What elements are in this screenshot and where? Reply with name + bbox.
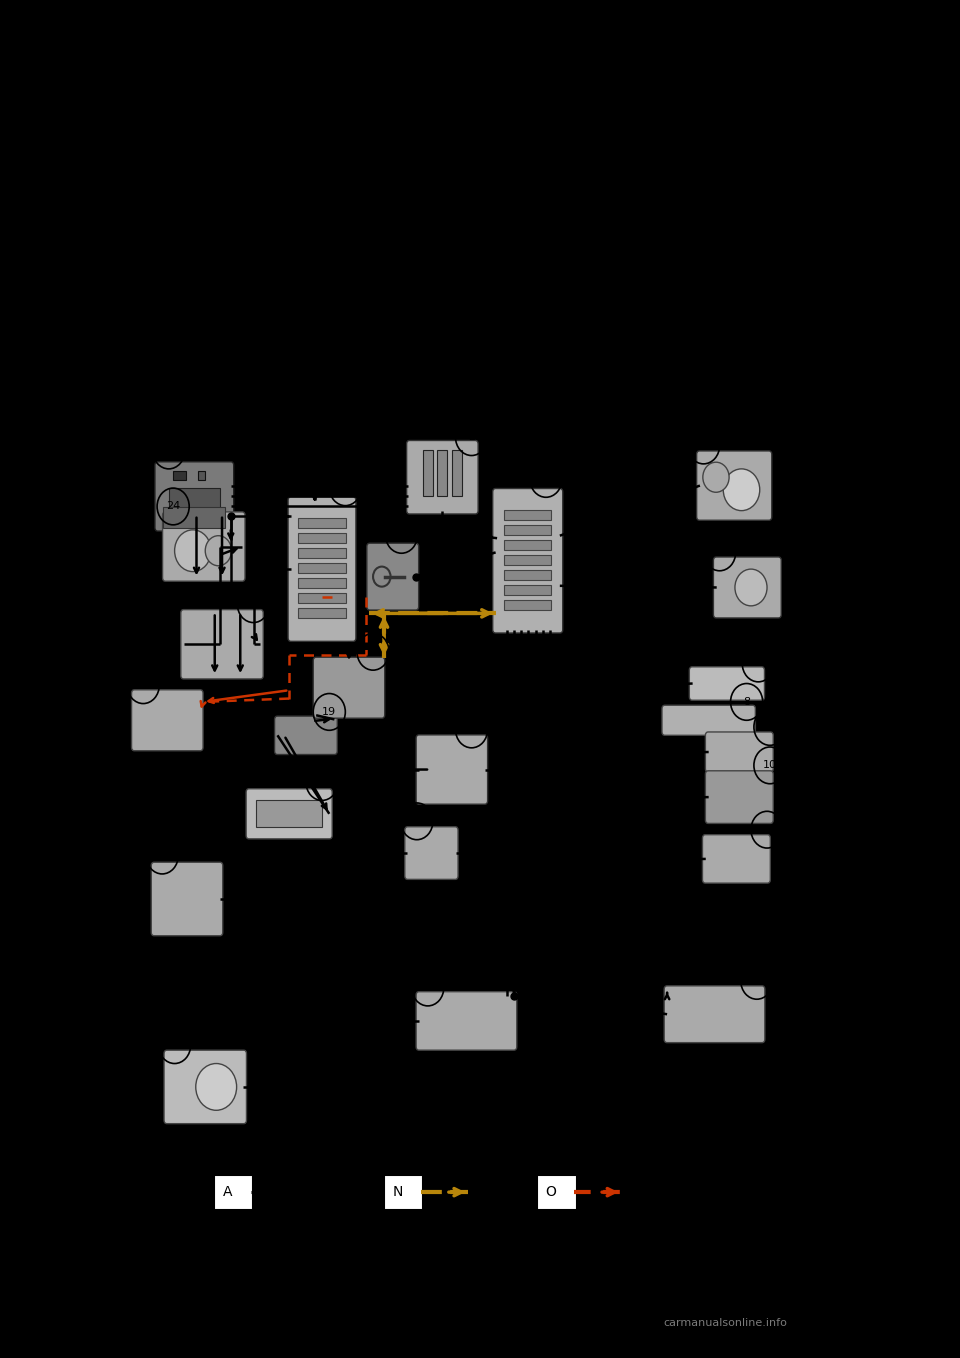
Text: 14: 14	[168, 1040, 181, 1050]
Circle shape	[703, 462, 729, 492]
Text: 15: 15	[156, 850, 169, 861]
FancyBboxPatch shape	[246, 789, 332, 839]
FancyBboxPatch shape	[384, 1175, 423, 1210]
FancyBboxPatch shape	[706, 771, 773, 823]
Text: 20: 20	[136, 680, 151, 690]
Circle shape	[723, 469, 759, 511]
Bar	[452, 449, 462, 496]
Circle shape	[175, 530, 211, 572]
Bar	[504, 600, 551, 610]
FancyBboxPatch shape	[703, 835, 770, 883]
Text: 9: 9	[766, 722, 774, 732]
Bar	[299, 519, 346, 528]
FancyBboxPatch shape	[662, 705, 756, 735]
Text: 2: 2	[468, 432, 475, 443]
FancyBboxPatch shape	[162, 512, 245, 581]
Bar	[173, 471, 186, 479]
Text: 11: 11	[760, 824, 774, 835]
FancyBboxPatch shape	[132, 690, 204, 751]
Text: 22: 22	[247, 599, 260, 610]
Bar	[256, 800, 322, 827]
Text: E93871: E93871	[147, 1191, 186, 1202]
Bar	[504, 540, 551, 550]
Text: 16: 16	[410, 816, 423, 826]
FancyBboxPatch shape	[416, 991, 516, 1050]
Text: 1: 1	[165, 445, 172, 455]
Bar	[198, 471, 205, 479]
FancyBboxPatch shape	[689, 667, 764, 701]
Bar	[504, 570, 551, 580]
Bar	[299, 608, 346, 618]
Text: 18: 18	[465, 724, 479, 735]
Text: 10: 10	[763, 760, 777, 770]
Text: 17: 17	[315, 777, 329, 788]
FancyBboxPatch shape	[275, 716, 337, 755]
Circle shape	[205, 535, 231, 566]
FancyBboxPatch shape	[155, 462, 233, 531]
Text: 3: 3	[398, 530, 405, 540]
Bar	[504, 509, 551, 520]
Text: O: O	[545, 1186, 557, 1199]
Bar	[299, 593, 346, 603]
Text: N: N	[393, 1186, 403, 1199]
Text: 7: 7	[755, 659, 762, 668]
FancyBboxPatch shape	[152, 862, 223, 936]
Text: 13: 13	[420, 983, 435, 993]
Text: A: A	[223, 1186, 232, 1199]
Text: 6: 6	[716, 547, 723, 557]
Bar	[504, 524, 551, 535]
Circle shape	[196, 1063, 236, 1111]
Text: 23: 23	[338, 482, 352, 492]
FancyBboxPatch shape	[164, 1050, 247, 1123]
Bar	[299, 534, 346, 543]
Text: 21: 21	[366, 646, 380, 657]
Circle shape	[735, 569, 767, 606]
FancyBboxPatch shape	[492, 489, 563, 633]
Bar	[299, 549, 346, 558]
FancyBboxPatch shape	[407, 440, 478, 513]
FancyBboxPatch shape	[405, 827, 458, 880]
Text: 4: 4	[700, 440, 708, 451]
Bar	[504, 585, 551, 595]
Bar	[299, 579, 346, 588]
FancyBboxPatch shape	[713, 557, 781, 618]
FancyBboxPatch shape	[416, 735, 488, 804]
Bar	[504, 555, 551, 565]
Bar	[169, 488, 220, 513]
FancyBboxPatch shape	[288, 497, 356, 641]
Bar	[422, 449, 433, 496]
FancyBboxPatch shape	[697, 451, 772, 520]
FancyBboxPatch shape	[313, 657, 385, 718]
Bar	[299, 564, 346, 573]
Text: 19: 19	[323, 708, 336, 717]
FancyBboxPatch shape	[214, 1175, 253, 1210]
Text: carmanualsonline.info: carmanualsonline.info	[663, 1319, 787, 1328]
Text: 24: 24	[166, 501, 180, 512]
Text: 8: 8	[743, 697, 750, 708]
FancyBboxPatch shape	[180, 610, 263, 679]
FancyBboxPatch shape	[538, 1175, 577, 1210]
Text: 12: 12	[750, 976, 764, 986]
Bar	[163, 507, 226, 528]
FancyBboxPatch shape	[706, 732, 773, 773]
Text: 5: 5	[542, 474, 549, 483]
FancyBboxPatch shape	[367, 543, 419, 610]
FancyBboxPatch shape	[664, 986, 765, 1043]
Bar	[437, 449, 447, 496]
